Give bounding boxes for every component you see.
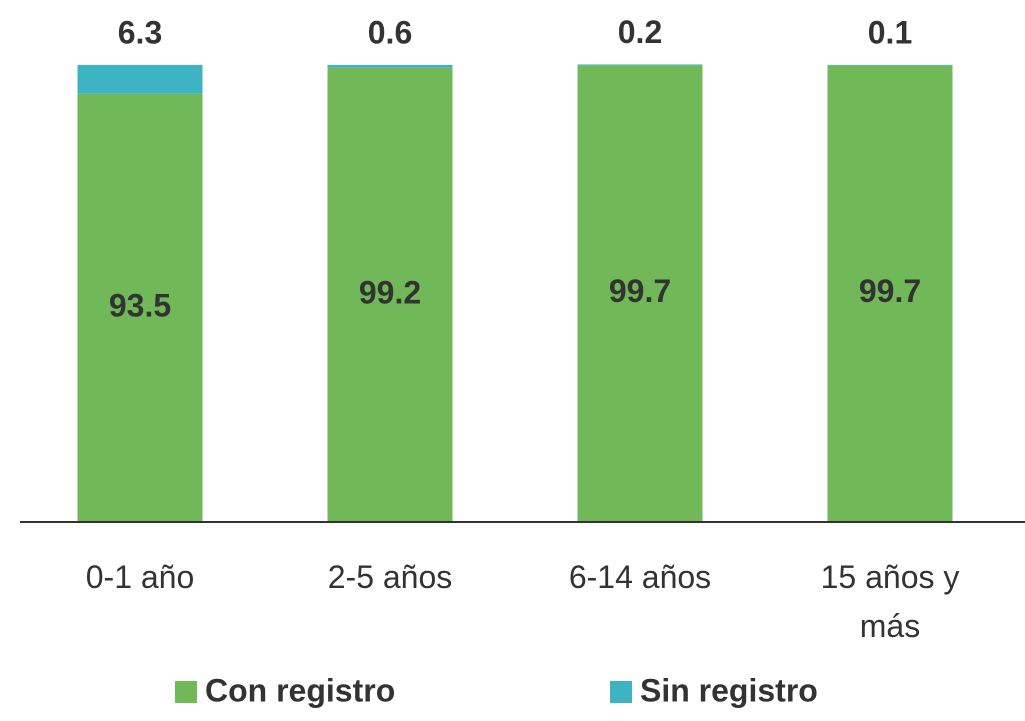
bar-segment [327,64,453,68]
x-tick-label: 0-1 año [85,559,195,595]
legend-swatch [610,681,632,703]
value-label: 99.7 [609,273,671,309]
legend-swatch [175,681,197,703]
bar-segment [577,65,703,523]
x-tick-label: 6-14 años [568,559,712,595]
bar-segment [77,64,203,94]
bar-segment [577,64,703,66]
value-label: 99.7 [859,273,921,309]
value-label: 0.2 [618,14,662,50]
value-label: 0.1 [868,14,912,50]
bar-segment [827,65,953,523]
value-label: 99.2 [359,274,421,310]
x-tick-label: 2-5 años [327,559,453,595]
bar-segment [77,93,203,523]
value-label: 6.3 [118,14,162,50]
bar-segment [327,67,453,522]
value-label: 93.5 [109,287,171,323]
legend-label: Con registro [205,672,395,708]
legend-label: Sin registro [640,672,818,708]
value-label: 0.6 [368,14,412,50]
x-tick-label: 15 años y más [820,559,960,644]
